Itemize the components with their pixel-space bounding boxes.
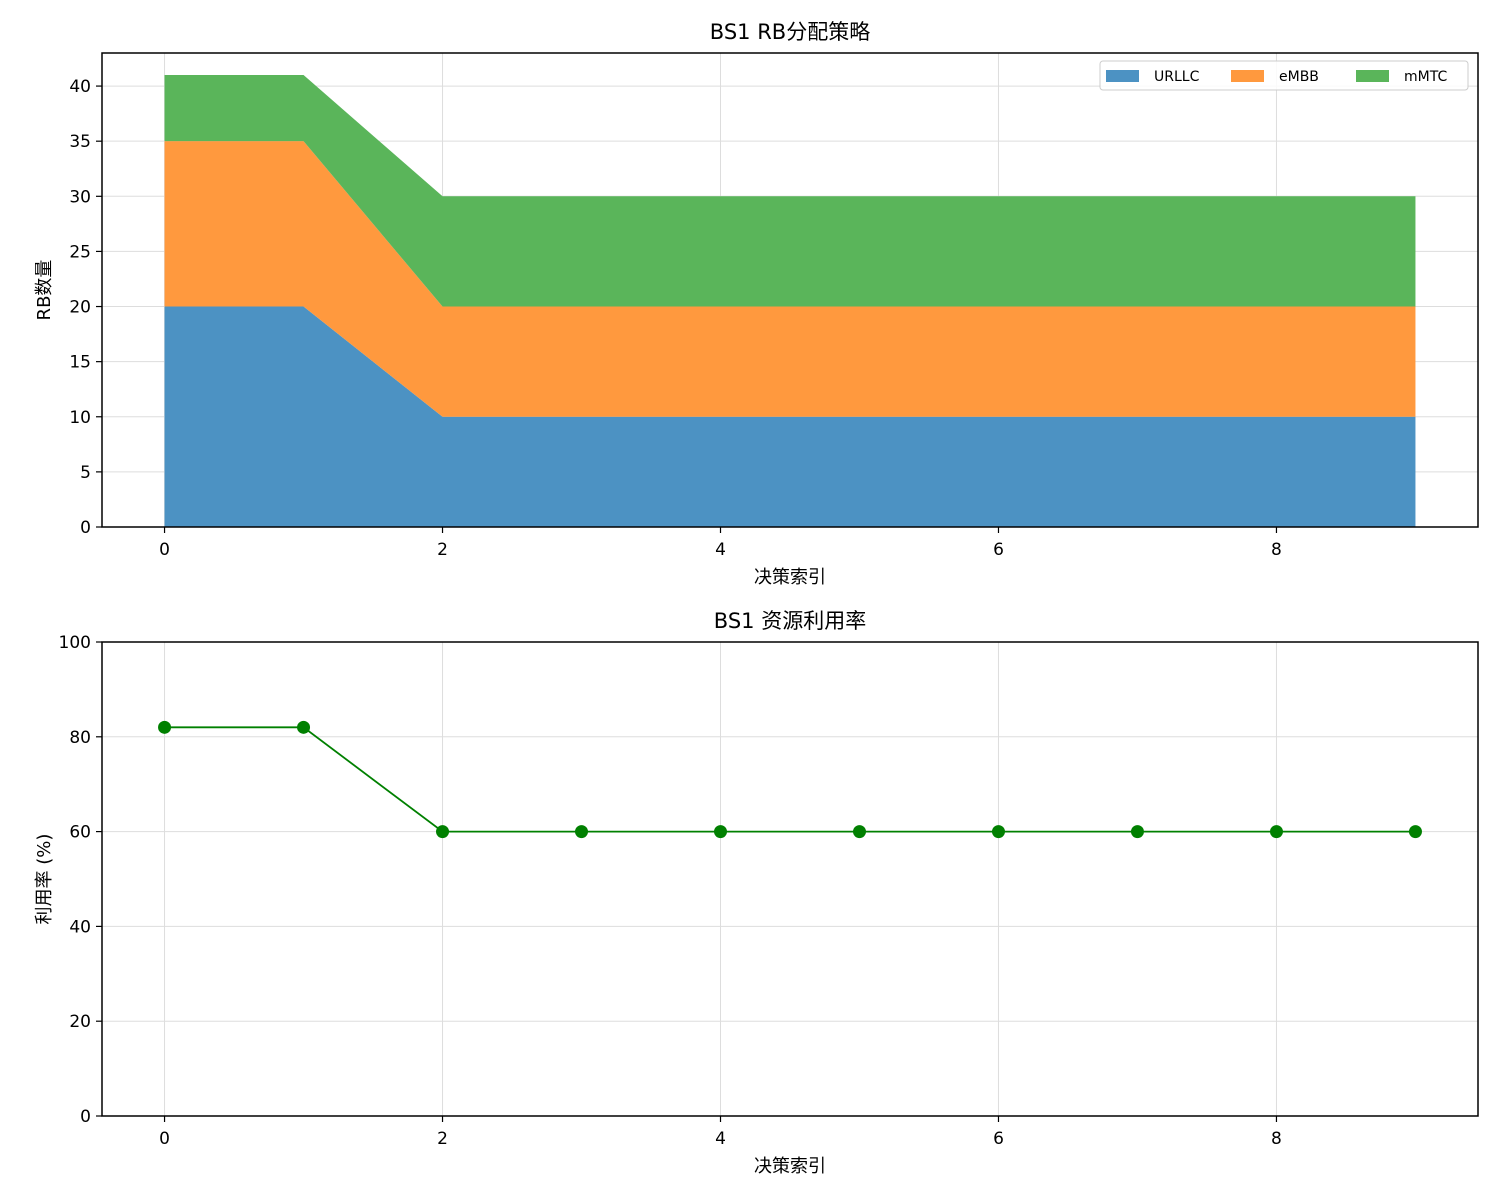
chart1-x-tick-label: 4 bbox=[715, 540, 726, 560]
chart2-x-tick-label: 6 bbox=[993, 1129, 1004, 1149]
chart2-y-tick-label: 20 bbox=[69, 1012, 91, 1032]
chart1-x-axis-label: 决策索引 bbox=[754, 567, 826, 588]
utilization-point bbox=[991, 825, 1005, 839]
chart2-x-tick-label: 0 bbox=[159, 1129, 170, 1149]
chart1-x-tick-label: 6 bbox=[993, 540, 1004, 560]
chart2-lines bbox=[158, 720, 1422, 839]
chart1-y-tick-label: 10 bbox=[69, 408, 91, 428]
chart2-x-axis-label: 决策索引 bbox=[754, 1156, 826, 1177]
area-embb bbox=[164, 141, 1416, 417]
chart1-legend: URLLC eMBB mMTC bbox=[1099, 60, 1469, 91]
chart2-x-tick-label: 4 bbox=[715, 1129, 726, 1149]
chart1-x-tick-label: 2 bbox=[437, 540, 448, 560]
legend-swatch-embb bbox=[1231, 70, 1264, 82]
utilization-point bbox=[714, 825, 728, 839]
legend-swatch-urllc bbox=[1106, 70, 1139, 82]
chart1-y-tick-label: 30 bbox=[69, 187, 91, 207]
chart2-y-tick-label: 100 bbox=[59, 633, 91, 653]
utilization-point bbox=[1269, 825, 1283, 839]
chart1-frame bbox=[101, 52, 1479, 528]
chart1-y-tick-label: 20 bbox=[69, 298, 91, 318]
chart1-areas bbox=[164, 75, 1416, 527]
legend-box bbox=[1099, 60, 1469, 91]
chart1-y-tick-label: 40 bbox=[69, 77, 91, 97]
chart1-x-tick-label: 8 bbox=[1271, 540, 1282, 560]
rb-allocation-chart: 0 2 4 6 8 0 5 10 15 20 25 30 35 40 BS1 RB分配策略 决策索引 RB… bbox=[34, 20, 1479, 588]
chart2-y-tick-label: 80 bbox=[69, 728, 91, 748]
utilization-line bbox=[164, 726, 1416, 833]
area-mmtc bbox=[164, 75, 1416, 307]
chart1-ticks: 0 2 4 6 8 0 5 10 15 20 25 30 35 40 bbox=[69, 77, 1282, 560]
chart2-x-tick-label: 2 bbox=[437, 1129, 448, 1149]
chart2-y-axis-label: 利用率 (%) bbox=[34, 834, 55, 925]
chart2-y-tick-label: 0 bbox=[80, 1107, 91, 1127]
chart1-title: BS1 RB分配策略 bbox=[710, 20, 870, 44]
legend-label-urllc: URLLC bbox=[1154, 69, 1200, 85]
chart2-frame bbox=[101, 641, 1479, 1117]
chart1-y-tick-label: 25 bbox=[69, 242, 91, 262]
utilization-point bbox=[158, 720, 172, 734]
utilization-point bbox=[1130, 825, 1144, 839]
utilization-point bbox=[1408, 825, 1422, 839]
chart2-y-tick-label: 60 bbox=[69, 823, 91, 843]
chart1-y-tick-label: 0 bbox=[80, 518, 91, 538]
chart1-y-tick-label: 5 bbox=[80, 463, 91, 483]
legend-swatch-mmtc bbox=[1356, 70, 1389, 82]
utilization-point bbox=[852, 825, 866, 839]
utilization-point bbox=[436, 825, 450, 839]
legend-label-mmtc: mMTC bbox=[1404, 69, 1447, 85]
utilization-point bbox=[297, 720, 311, 734]
chart1-y-tick-label: 35 bbox=[69, 132, 91, 152]
chart1-y-axis-label: RB数量 bbox=[34, 260, 55, 321]
chart2-title: BS1 资源利用率 bbox=[714, 609, 866, 633]
legend-label-embb: eMBB bbox=[1279, 69, 1319, 85]
chart1-y-tick-label: 15 bbox=[69, 353, 91, 373]
chart2-x-tick-label: 8 bbox=[1271, 1129, 1282, 1149]
chart1-x-tick-label: 0 bbox=[159, 540, 170, 560]
utilization-point bbox=[575, 825, 589, 839]
chart2-y-tick-label: 40 bbox=[69, 917, 91, 937]
chart2-grid bbox=[102, 641, 1478, 1117]
